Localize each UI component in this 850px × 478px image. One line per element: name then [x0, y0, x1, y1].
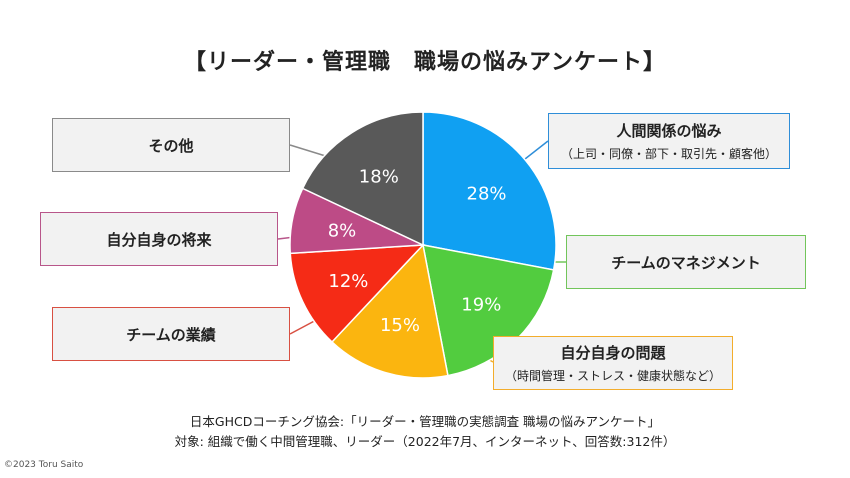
callout-human-relations: 人間関係の悩み （上司・同僚・部下・取引先・顧客他） — [548, 113, 790, 169]
callout-other: その他 — [52, 118, 290, 172]
callout-own-future: 自分自身の将来 — [40, 212, 278, 266]
chart-title: 【リーダー・管理職 職場の悩みアンケート】 — [183, 50, 667, 75]
slice-percent-label: 15% — [380, 315, 420, 336]
callout-label: チームのマネジメント — [611, 253, 761, 272]
callout-label: チームの業績 — [126, 325, 216, 344]
source-line-2: 対象: 組織で働く中間管理職、リーダー（2022年7月、インターネット、回答数:… — [174, 434, 676, 449]
copyright: ©2023 Toru Saito — [4, 460, 84, 470]
pie-slice — [301, 111, 424, 247]
slice-percent-label: 18% — [359, 166, 399, 187]
slice-percent-label: 19% — [461, 294, 501, 315]
callout-team-management: チームのマネジメント — [566, 235, 806, 289]
source-line-1: 日本GHCDコーチング協会:「リーダー・管理職の実態調査 職場の悩みアンケート」 — [189, 414, 661, 429]
callout-label: 人間関係の悩み — [616, 122, 722, 140]
callout-team-performance: チームの業績 — [52, 307, 290, 361]
pie-slice — [330, 243, 449, 379]
callout-sublabel: （上司・同僚・部下・取引先・顧客他） — [560, 147, 777, 161]
pie-slice — [422, 111, 557, 271]
slice-percent-label: 8% — [328, 221, 357, 242]
pie-slice — [289, 244, 425, 344]
callout-label: 自分自身の問題 — [560, 344, 666, 362]
callout-sublabel: （時間管理・ストレス・健康状態など） — [504, 369, 721, 383]
callout-label: 自分自身の将来 — [106, 230, 212, 249]
callout-label: その他 — [148, 136, 194, 155]
source-note: 日本GHCDコーチング協会:「リーダー・管理職の実態調査 職場の悩みアンケート」… — [0, 412, 850, 452]
slice-percent-label: 28% — [467, 183, 507, 204]
slice-percent-label: 12% — [328, 271, 368, 292]
callout-self-issues: 自分自身の問題 （時間管理・ストレス・健康状態など） — [493, 336, 733, 390]
